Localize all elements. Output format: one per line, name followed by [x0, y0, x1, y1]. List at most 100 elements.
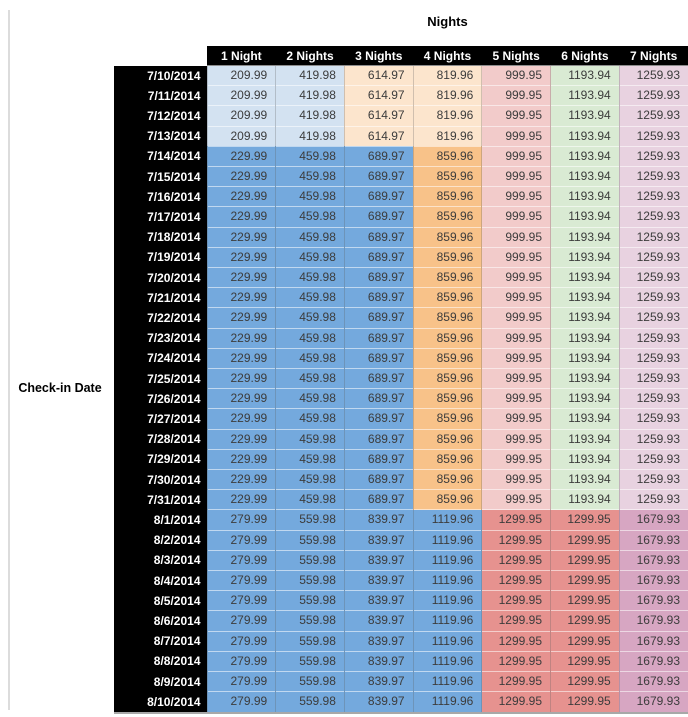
price-cell[interactable]: 859.96: [412, 388, 482, 409]
price-cell[interactable]: 859.96: [412, 287, 482, 308]
price-cell[interactable]: 459.98: [275, 489, 345, 510]
price-cell[interactable]: 614.97: [343, 125, 414, 147]
price-cell[interactable]: 229.99: [206, 307, 276, 329]
price-cell[interactable]: 839.97: [343, 549, 414, 571]
price-cell[interactable]: 614.97: [343, 85, 414, 106]
price-cell[interactable]: 229.99: [206, 469, 276, 490]
price-cell[interactable]: 1299.95: [550, 570, 620, 591]
price-cell[interactable]: 819.96: [412, 125, 482, 147]
row-header-date[interactable]: 7/30/2014: [114, 469, 207, 490]
price-cell[interactable]: 1259.93: [618, 85, 688, 106]
price-cell[interactable]: 859.96: [412, 246, 482, 268]
price-cell[interactable]: 1259.93: [618, 469, 688, 490]
price-cell[interactable]: 999.95: [481, 448, 551, 470]
row-header-date[interactable]: 8/2/2014: [114, 530, 207, 551]
price-cell[interactable]: 1259.93: [618, 105, 688, 127]
price-cell[interactable]: 229.99: [206, 267, 276, 288]
price-cell[interactable]: 689.97: [343, 166, 414, 187]
price-cell[interactable]: 999.95: [481, 347, 551, 369]
price-cell[interactable]: 1299.95: [550, 691, 620, 713]
price-cell[interactable]: 1299.95: [550, 549, 620, 571]
price-cell[interactable]: 209.99: [206, 64, 276, 86]
price-cell[interactable]: 1119.96: [412, 610, 482, 632]
price-cell[interactable]: 459.98: [275, 327, 345, 349]
row-header-date[interactable]: 8/4/2014: [114, 570, 207, 591]
price-cell[interactable]: 1193.94: [550, 64, 620, 86]
price-cell[interactable]: 1679.93: [618, 610, 688, 632]
price-cell[interactable]: 559.98: [275, 570, 345, 591]
price-cell[interactable]: 999.95: [481, 186, 551, 207]
price-cell[interactable]: 999.95: [481, 287, 551, 308]
price-cell[interactable]: 1299.95: [550, 671, 620, 692]
column-header[interactable]: 5 Nights: [481, 46, 551, 66]
price-cell[interactable]: 1679.93: [618, 509, 688, 531]
price-cell[interactable]: 459.98: [275, 388, 345, 409]
price-cell[interactable]: 1299.95: [550, 529, 620, 551]
price-cell[interactable]: 999.95: [481, 125, 551, 147]
row-header-date[interactable]: 7/27/2014: [114, 408, 207, 430]
price-cell[interactable]: 1259.93: [618, 347, 688, 369]
price-cell[interactable]: 839.97: [343, 610, 414, 632]
price-cell[interactable]: 999.95: [481, 206, 551, 228]
price-cell[interactable]: 459.98: [275, 186, 345, 207]
price-cell[interactable]: 559.98: [275, 650, 345, 672]
price-cell[interactable]: 229.99: [206, 408, 276, 430]
price-cell[interactable]: 1259.93: [618, 145, 688, 167]
price-cell[interactable]: 1679.93: [618, 650, 688, 672]
price-cell[interactable]: 1193.94: [550, 327, 620, 349]
price-cell[interactable]: 1679.93: [618, 691, 688, 713]
price-cell[interactable]: 1259.93: [618, 206, 688, 228]
price-cell[interactable]: 1259.93: [618, 246, 688, 268]
price-cell[interactable]: 689.97: [343, 388, 414, 409]
row-header-date[interactable]: 7/13/2014: [114, 126, 207, 147]
price-cell[interactable]: 839.97: [343, 691, 414, 713]
price-cell[interactable]: 1193.94: [550, 105, 620, 127]
price-cell[interactable]: 229.99: [206, 327, 276, 349]
price-cell[interactable]: 459.98: [275, 408, 345, 430]
price-cell[interactable]: 1299.95: [550, 650, 620, 672]
column-header[interactable]: 7 Nights: [619, 46, 688, 66]
price-cell[interactable]: 1299.95: [481, 630, 551, 652]
price-cell[interactable]: 1679.93: [618, 529, 688, 551]
price-cell[interactable]: 859.96: [412, 489, 482, 510]
price-cell[interactable]: 229.99: [206, 347, 276, 369]
column-header[interactable]: 6 Nights: [550, 46, 620, 66]
price-cell[interactable]: 999.95: [481, 388, 551, 409]
price-cell[interactable]: 1193.94: [550, 489, 620, 510]
price-cell[interactable]: 1193.94: [550, 408, 620, 430]
price-cell[interactable]: 859.96: [412, 448, 482, 470]
price-cell[interactable]: 1299.95: [550, 630, 620, 652]
price-cell[interactable]: 229.99: [206, 186, 276, 207]
row-header-date[interactable]: 7/20/2014: [114, 267, 207, 288]
price-cell[interactable]: 999.95: [481, 105, 551, 127]
price-cell[interactable]: 459.98: [275, 428, 345, 450]
price-cell[interactable]: 279.99: [206, 630, 276, 652]
price-cell[interactable]: 1193.94: [550, 145, 620, 167]
price-cell[interactable]: 459.98: [275, 307, 345, 329]
price-cell[interactable]: 1259.93: [618, 408, 688, 430]
price-cell[interactable]: 279.99: [206, 691, 276, 713]
price-cell[interactable]: 229.99: [206, 388, 276, 409]
price-cell[interactable]: 614.97: [343, 64, 414, 86]
price-cell[interactable]: 689.97: [343, 448, 414, 470]
row-header-date[interactable]: 7/12/2014: [114, 105, 207, 127]
column-header[interactable]: 4 Nights: [413, 46, 482, 66]
price-cell[interactable]: 1259.93: [618, 307, 688, 329]
row-header-date[interactable]: 7/10/2014: [114, 65, 207, 86]
price-cell[interactable]: 1193.94: [550, 166, 620, 187]
price-cell[interactable]: 689.97: [343, 489, 414, 510]
price-cell[interactable]: 1259.93: [618, 125, 688, 147]
row-header-date[interactable]: 8/6/2014: [114, 610, 207, 632]
price-cell[interactable]: 459.98: [275, 206, 345, 228]
price-cell[interactable]: 459.98: [275, 448, 345, 470]
price-cell[interactable]: 1679.93: [618, 549, 688, 571]
price-cell[interactable]: 689.97: [343, 287, 414, 308]
price-cell[interactable]: 689.97: [343, 368, 414, 389]
price-cell[interactable]: 689.97: [343, 206, 414, 228]
row-header-date[interactable]: 7/28/2014: [114, 429, 207, 450]
price-cell[interactable]: 689.97: [343, 408, 414, 430]
price-cell[interactable]: 229.99: [206, 145, 276, 167]
column-header[interactable]: 2 Nights: [275, 46, 345, 66]
row-header-date[interactable]: 7/16/2014: [114, 186, 207, 207]
price-cell[interactable]: 279.99: [206, 570, 276, 591]
